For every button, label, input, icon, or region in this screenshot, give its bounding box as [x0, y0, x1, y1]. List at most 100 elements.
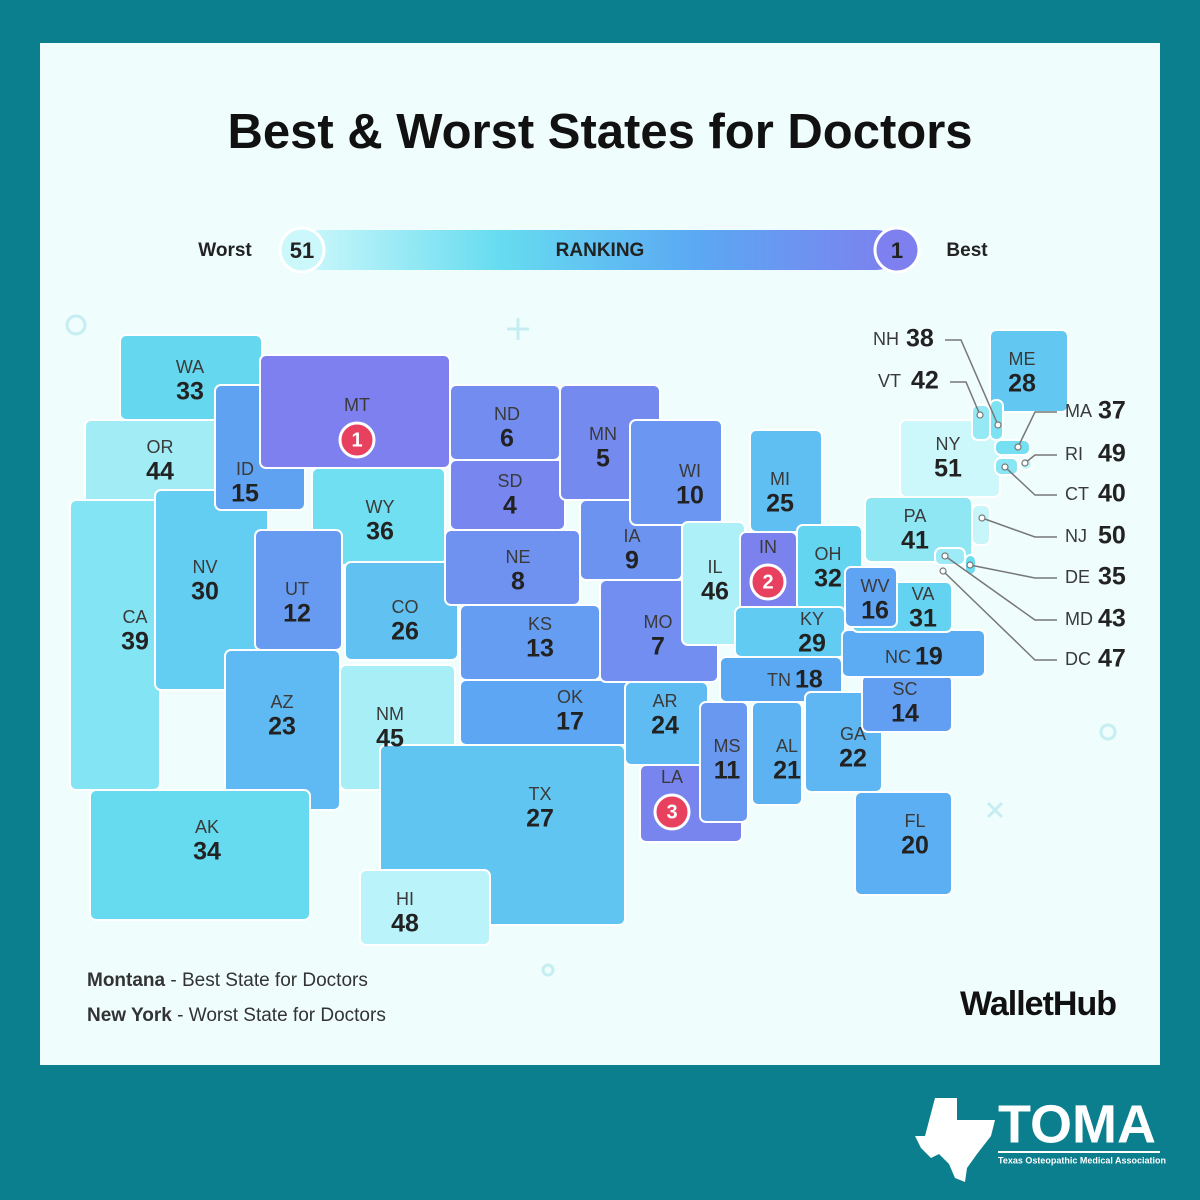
state-rank: 13	[526, 635, 554, 663]
state-abbr: RI	[1065, 444, 1083, 464]
leader-line	[969, 564, 1057, 579]
legend-worst-label: Worst	[198, 240, 252, 261]
state-abbr: TX	[528, 784, 551, 804]
brand: WalletHub	[960, 985, 1116, 1023]
state-rank: 44	[146, 458, 174, 486]
state-abbr: NM	[376, 704, 404, 724]
state	[751, 701, 803, 806]
state-abbr: MA	[1065, 401, 1092, 421]
state-rank: 31	[909, 605, 937, 633]
state-rank: 48	[391, 910, 419, 938]
state-rank: 20	[901, 832, 929, 860]
state-rank: 41	[901, 527, 929, 555]
state-rank: 34	[193, 838, 221, 866]
state-rank: 5	[596, 445, 610, 473]
state-abbr: LA	[661, 767, 683, 787]
state-abbr: ME	[1009, 349, 1036, 369]
state-abbr: KY	[800, 609, 824, 629]
state-rank: 33	[176, 378, 204, 406]
state	[971, 504, 991, 546]
leader-line	[945, 339, 999, 426]
state-abbr: MT	[344, 395, 370, 415]
state-abbr: CO	[392, 597, 419, 617]
state-abbr: VA	[912, 584, 935, 604]
state-abbr: ND	[494, 404, 520, 424]
state-rank: 7	[651, 633, 665, 661]
leader-line	[1017, 411, 1057, 448]
state-rank: 16	[861, 597, 889, 625]
state	[359, 869, 491, 946]
rank-badge	[749, 563, 787, 601]
footnote-text: - Worst State for Doctors	[177, 1005, 386, 1026]
state-abbr: MN	[589, 424, 617, 444]
state-abbr: NY	[935, 434, 960, 454]
state-rank: 28	[1008, 370, 1036, 398]
state	[994, 439, 1031, 456]
state-abbr: AK	[195, 817, 219, 837]
leader-dot	[994, 421, 1002, 429]
state-abbr: NV	[192, 557, 217, 577]
state-rank: 45	[376, 725, 404, 753]
state-abbr: OR	[147, 437, 174, 457]
state-rank: 43	[1098, 605, 1126, 633]
legend-bar	[300, 230, 897, 270]
leader-line	[942, 570, 1057, 661]
leader-dot	[1021, 459, 1029, 467]
state-rank: 17	[556, 708, 584, 736]
state-abbr: DC	[1065, 649, 1091, 669]
state-abbr: IN	[759, 537, 777, 557]
state-rank: 18	[795, 666, 823, 694]
state-abbr: SC	[892, 679, 917, 699]
footnote-state: Montana	[87, 970, 166, 991]
leader-line	[1004, 466, 1057, 496]
state-abbr: SD	[497, 471, 522, 491]
state-abbr: WI	[679, 461, 701, 481]
state-rank: 47	[1098, 645, 1126, 673]
rank-badge-label: 2	[762, 571, 773, 593]
state-rank: 4	[503, 492, 517, 520]
state-abbr: CA	[122, 607, 147, 627]
state-abbr: KS	[528, 614, 552, 634]
state-abbr: UT	[285, 579, 309, 599]
footnote-state: New York	[87, 1005, 172, 1026]
state-abbr: NJ	[1065, 526, 1087, 546]
state-rank: 50	[1098, 522, 1126, 550]
state-abbr: CT	[1065, 484, 1089, 504]
leader-dot	[1014, 443, 1022, 451]
state-rank: 37	[1098, 397, 1126, 425]
legend-worst-badge	[278, 226, 326, 274]
state-abbr: MS	[714, 736, 741, 756]
state-abbr: AR	[652, 691, 677, 711]
state	[844, 566, 898, 628]
state-abbr: AZ	[270, 692, 293, 712]
state-abbr: TN	[767, 670, 791, 690]
state-rank: 46	[701, 578, 729, 606]
state-rank: 30	[191, 578, 219, 606]
state-rank: 10	[676, 482, 704, 510]
state-rank: 29	[798, 630, 826, 658]
state-rank: 12	[283, 600, 311, 628]
leader-dot	[1001, 463, 1009, 471]
state-rank: 32	[814, 565, 842, 593]
state	[934, 547, 966, 566]
state-rank: 15	[231, 480, 259, 508]
state-abbr: GA	[840, 724, 866, 744]
state	[854, 791, 953, 896]
state	[629, 419, 723, 526]
state-rank: 27	[526, 805, 554, 833]
leader-line	[981, 517, 1057, 538]
state-abbr: NC	[885, 647, 911, 667]
leader-dot	[966, 561, 974, 569]
state	[459, 679, 631, 746]
state-abbr: HI	[396, 889, 414, 909]
state-rank: 40	[1098, 480, 1126, 508]
state-rank: 25	[766, 490, 794, 518]
leader-dot	[976, 411, 984, 419]
decorations	[65, 314, 1117, 977]
state-abbr: NH	[873, 329, 899, 349]
state	[344, 561, 459, 661]
state	[971, 404, 991, 441]
rank-badge-label: 3	[666, 801, 677, 823]
